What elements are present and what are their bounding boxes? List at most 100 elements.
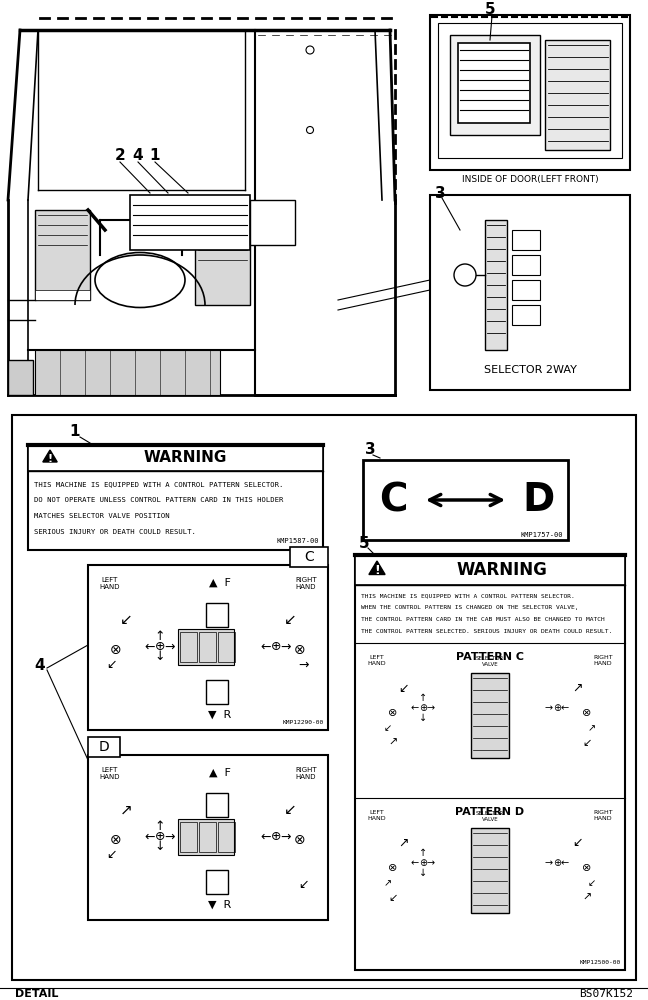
Text: ←: ← [561, 858, 569, 868]
Text: PATTERN C: PATTERN C [456, 652, 524, 662]
Text: PATTERN D: PATTERN D [456, 807, 525, 817]
Text: ↙: ↙ [398, 682, 408, 694]
Text: ↓: ↓ [419, 713, 427, 723]
Text: INSIDE OF DOOR(LEFT FRONT): INSIDE OF DOOR(LEFT FRONT) [461, 175, 598, 184]
Bar [512, 255, 540, 275]
Text: KMP12500-00: KMP12500-00 [580, 960, 621, 965]
Text: ↙: ↙ [107, 658, 117, 672]
Bar [218, 632, 235, 662]
Text: ⊗: ⊗ [388, 708, 398, 718]
Text: ⊗: ⊗ [294, 643, 306, 657]
Text: ↙: ↙ [572, 836, 583, 850]
Text: ⊕: ⊕ [419, 858, 427, 868]
Text: !: ! [47, 454, 52, 464]
Bar [35, 290, 90, 300]
Text: RIGHT
HAND: RIGHT HAND [593, 810, 613, 821]
Text: →: → [427, 858, 435, 868]
Text: ↗: ↗ [388, 738, 398, 748]
Text: ⊕: ⊕ [155, 641, 165, 654]
Bar [512, 280, 540, 300]
Polygon shape [43, 450, 57, 462]
Text: ⊕: ⊕ [155, 830, 165, 844]
Bar [206, 603, 228, 627]
Bar [8, 360, 33, 395]
Text: !: ! [374, 564, 380, 577]
Text: ↗: ↗ [398, 836, 408, 850]
Text: LEFT
HAND: LEFT HAND [100, 767, 121, 780]
Text: ▼  R: ▼ R [209, 710, 231, 720]
Text: ↗: ↗ [572, 682, 583, 694]
Text: DO NOT OPERATE UNLESS CONTROL PATTERN CARD IN THIS HOLDER: DO NOT OPERATE UNLESS CONTROL PATTERN CA… [34, 497, 283, 503]
Text: 3: 3 [435, 186, 445, 200]
Text: 3: 3 [365, 442, 375, 458]
Text: ↙: ↙ [299, 879, 309, 892]
Text: ↓: ↓ [419, 868, 427, 878]
Bar [218, 822, 235, 852]
Text: 1: 1 [150, 147, 160, 162]
Text: SELECTOR 2WAY: SELECTOR 2WAY [483, 365, 577, 375]
Bar [130, 195, 250, 250]
Bar [438, 23, 622, 158]
Bar [199, 822, 216, 852]
Text: ↙: ↙ [384, 723, 392, 733]
Text: ⊕: ⊕ [553, 703, 561, 713]
Text: ↓: ↓ [155, 840, 165, 854]
Text: ↙: ↙ [284, 802, 296, 818]
Bar [206, 870, 228, 894]
Text: ↑: ↑ [419, 848, 427, 858]
Text: ↓: ↓ [155, 650, 165, 664]
Text: ⊗: ⊗ [583, 708, 592, 718]
Text: WHEN THE CONTROL PATTERN IS CHANGED ON THE SELECTOR VALVE,: WHEN THE CONTROL PATTERN IS CHANGED ON T… [361, 605, 579, 610]
Text: ⊕: ⊕ [553, 858, 561, 868]
Text: SELECTOR
VALVE: SELECTOR VALVE [476, 811, 504, 822]
Bar [485, 220, 507, 350]
Bar [206, 793, 228, 817]
Text: SERIOUS INJURY OR DEATH COULD RESULT.: SERIOUS INJURY OR DEATH COULD RESULT. [34, 529, 196, 535]
Polygon shape [369, 561, 385, 574]
Text: ↗: ↗ [120, 802, 132, 818]
Text: ↑: ↑ [419, 693, 427, 703]
Text: 4: 4 [133, 147, 143, 162]
Text: ↑: ↑ [155, 820, 165, 834]
Bar [355, 555, 625, 585]
Text: ↗: ↗ [588, 723, 596, 733]
Bar [471, 828, 509, 913]
Text: →: → [165, 830, 175, 844]
Text: WARNING: WARNING [143, 450, 227, 466]
Text: THIS MACHINE IS EQUIPPED WITH A CONTROL PATTERN SELECTOR.: THIS MACHINE IS EQUIPPED WITH A CONTROL … [361, 593, 575, 598]
Text: KMP1587-00: KMP1587-00 [277, 538, 319, 544]
Bar [458, 43, 530, 123]
Text: RIGHT
HAND: RIGHT HAND [295, 767, 317, 780]
Text: ←: ← [145, 830, 156, 844]
Text: ↗: ↗ [384, 878, 392, 888]
Text: SELECTOR
VALVE: SELECTOR VALVE [476, 656, 504, 667]
Text: →: → [165, 641, 175, 654]
Text: ↙: ↙ [107, 848, 117, 861]
Text: 5: 5 [359, 536, 369, 550]
Text: 1: 1 [70, 424, 80, 440]
Text: THE CONTROL PATTERN CARD IN THE CAB MUST ALSO BE CHANGED TO MATCH: THE CONTROL PATTERN CARD IN THE CAB MUST… [361, 617, 605, 622]
Text: MATCHES SELECTOR VALVE POSITION: MATCHES SELECTOR VALVE POSITION [34, 513, 170, 519]
Text: 4: 4 [35, 658, 45, 672]
Text: ↙: ↙ [583, 738, 592, 748]
Bar [28, 445, 323, 471]
Bar [430, 15, 630, 170]
Bar [88, 565, 328, 730]
Bar [290, 547, 328, 567]
Circle shape [306, 46, 314, 54]
Circle shape [454, 264, 476, 286]
Bar [88, 755, 328, 920]
Text: →: → [281, 830, 291, 844]
Text: THE CONTROL PATTERN SELECTED. SERIOUS INJURY OR DEATH COULD RESULT.: THE CONTROL PATTERN SELECTED. SERIOUS IN… [361, 629, 612, 634]
Text: C: C [304, 550, 314, 564]
Text: ⊗: ⊗ [583, 863, 592, 873]
Bar [199, 632, 216, 662]
Text: ←: ← [260, 641, 272, 654]
Text: ▲  F: ▲ F [209, 768, 231, 778]
Bar [250, 200, 295, 245]
Text: ⊕: ⊕ [271, 641, 281, 654]
Text: ⊗: ⊗ [110, 643, 122, 657]
Text: LEFT
HAND: LEFT HAND [367, 655, 386, 666]
Text: LEFT
HAND: LEFT HAND [367, 810, 386, 821]
Text: →: → [299, 658, 309, 672]
